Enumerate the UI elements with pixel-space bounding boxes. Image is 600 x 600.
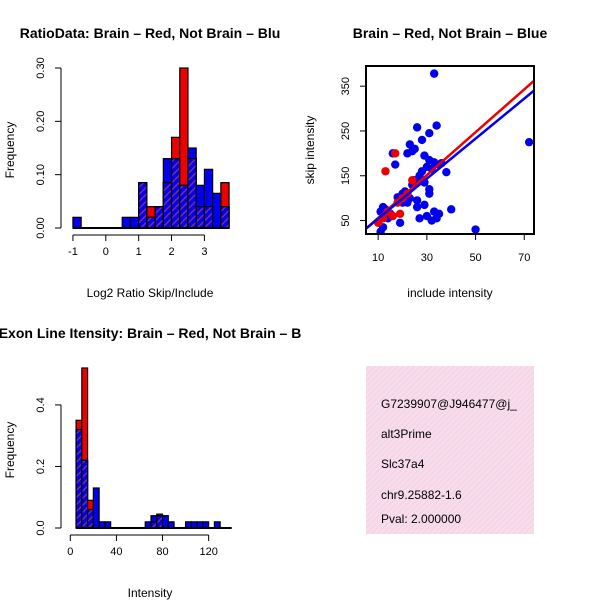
scatter-plot-body [365,65,535,235]
ratio-histogram-bar-overlap [203,206,214,229]
info-probeset: G7239907@J946477@j_ [381,397,517,411]
ratio-histogram-bar-overlap [138,182,148,229]
ratio-histogram-y-tick-label: 0.00 [35,217,47,238]
scatter-point-brain [391,149,400,158]
scatter-point-not-brain [410,144,419,154]
intensity-histogram-title: Exon Line Itensity: Brain – Red, Not Bra… [0,325,301,341]
scatter-x-tick-label: 70 [518,252,530,264]
scatter-y-tick-label: 250 [340,122,352,140]
intensity-histogram-axes: 0 40 80 120 0.0 0.2 0.4 [35,397,218,558]
scatter-point-brain [381,167,390,176]
scatter-x-tick-label: 50 [469,252,481,264]
scatter-point-not-brain [412,196,422,205]
scatter-fit-line-not-brain [366,89,534,230]
ratio-histogram-bar-not-brain [212,192,222,229]
event-info-panel: G7239907@J946477@j_ alt3Prime Slc37a4 ch… [366,366,534,534]
ratio-histogram-bar-overlap [179,184,189,229]
intensity-histogram-bar-overlap [156,515,164,529]
intensity-histogram-bars [75,367,232,529]
ratio-histogram-x-tick-label: 3 [201,246,207,258]
scatter-xlabel: include intensity [407,286,492,300]
intensity-histogram-y-tick-label: 0.4 [35,397,47,412]
scatter-point-not-brain [471,225,480,234]
ratio-histogram-y-tick-label: 0.30 [35,57,47,78]
intensity-scatter-panel: Brain – Red, Not Brain – Blue include in… [303,25,547,300]
scatter-point-not-brain [442,167,451,177]
scatter-point-brain [388,211,397,221]
ratio-histogram-bar-not-brain [129,216,140,229]
scatter-point-not-brain [420,200,429,210]
scatter-point-not-brain [432,121,441,130]
intensity-histogram-x-tick-label: 0 [67,546,73,558]
scatter-point-not-brain [395,218,405,227]
scatter-title: Brain – Red, Not Brain – Blue [353,25,548,41]
scatter-point-brain [408,176,417,185]
scatter-point-not-brain [391,160,400,169]
scatter-point-not-brain [376,227,385,234]
intensity-histogram-xlabel: Intensity [128,586,173,600]
scatter-points [366,69,534,234]
intensity-histogram-y-tick-label: 0.0 [35,520,47,535]
scatter-point-not-brain [447,205,456,214]
scatter-point-not-brain [425,189,434,198]
ratio-histogram-bar-overlap [187,158,197,229]
intensity-histogram-x-tick-label: 120 [199,546,217,558]
intensity-histogram-ylabel: Frequency [3,422,17,479]
ratio-histogram-bar-not-brain [72,216,82,229]
scatter-fit-line-brain [366,79,534,230]
scatter-point-not-brain [429,69,439,78]
ratio-histogram-y-tick-label: 0.10 [35,164,47,185]
ratio-histogram-bars [72,67,230,229]
scatter-point-not-brain [417,135,427,145]
ratio-histogram-bar-overlap [170,158,181,229]
ratio-histogram-x-tick-label: 1 [136,246,142,258]
ratio-histogram-bar-overlap [154,206,164,229]
info-pval: Pval: 2.000000 [381,512,461,526]
info-location: chr9.25882-1.6 [381,488,462,502]
info-event-type: alt3Prime [381,427,432,441]
scatter-point-not-brain [412,202,422,212]
intensity-histogram-x-tick-label: 80 [156,546,168,558]
scatter-y-tick-label: 350 [340,77,352,95]
scatter-x-tick-label: 30 [421,252,433,264]
intensity-histogram-bar-overlap [81,459,89,529]
scatter-ylabel: skip intensity [303,116,317,185]
scatter-frame [365,65,535,235]
scatter-axes: 10 30 50 70 50 150 250 350 [340,77,530,264]
ratio-histogram-ylabel: Frequency [3,122,17,179]
scatter-y-tick-label: 50 [340,214,352,226]
scatter-point-not-brain [415,214,424,223]
info-gene: Slc37a4 [381,457,425,471]
ratio-histogram-x-tick-label: 2 [168,246,174,258]
ratio-histogram-bar-overlap [162,182,173,229]
intensity-histogram-bar-overlap [75,428,83,529]
ratio-histogram-title: RatioData: Brain – Red, Not Brain – Blu [20,25,281,41]
ratio-histogram-bar-overlap [220,206,230,229]
scatter-point-not-brain [412,123,422,132]
intensity-histogram-x-tick-label: 40 [110,546,122,558]
intensity-histogram-bar-not-brain [161,515,169,529]
intensity-histogram-bar-overlap [86,508,94,529]
ratio-histogram-bar-overlap [195,206,206,229]
ratio-histogram-x-tick-label: 0 [103,246,109,258]
info-panel-hatch [366,366,534,534]
ratio-histogram-xlabel: Log2 Ratio Skip/Include [87,286,214,300]
intensity-histogram-y-tick-label: 0.2 [35,459,47,474]
ratio-histogram-y-tick-label: 0.20 [35,111,47,132]
scatter-x-tick-label: 10 [372,252,384,264]
ratio-histogram-bar-not-brain [121,216,132,229]
ratio-histogram-panel: RatioData: Brain – Red, Not Brain – Blu … [3,25,280,300]
scatter-point-not-brain [427,216,436,225]
ratio-histogram-axes: -1 0 1 2 3 0.00 0.10 0.20 0.30 [35,57,207,258]
intensity-histogram-panel: Exon Line Itensity: Brain – Red, Not Bra… [0,325,301,600]
ratio-histogram-bar-overlap [146,216,156,229]
scatter-y-tick-label: 150 [340,167,352,185]
scatter-point-not-brain [524,137,534,147]
scatter-point-brain [395,209,405,219]
scatter-point-not-brain [425,129,434,138]
intensity-histogram-bar-not-brain [92,487,100,529]
ratio-histogram-x-tick-label: -1 [68,246,78,258]
